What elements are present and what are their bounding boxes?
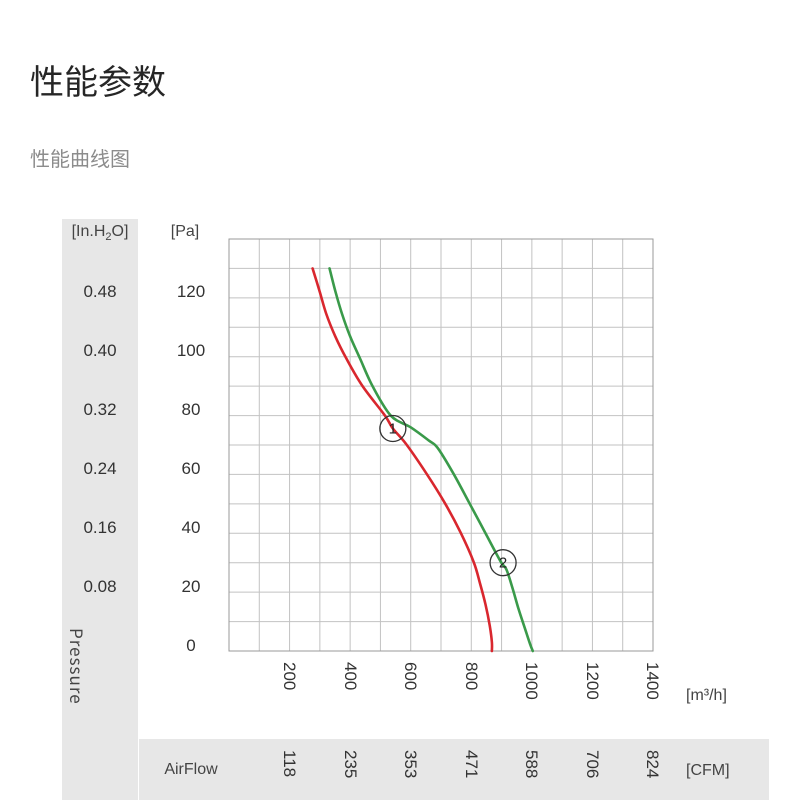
svg-text:2: 2 xyxy=(499,555,507,572)
svg-text:1: 1 xyxy=(389,421,397,438)
